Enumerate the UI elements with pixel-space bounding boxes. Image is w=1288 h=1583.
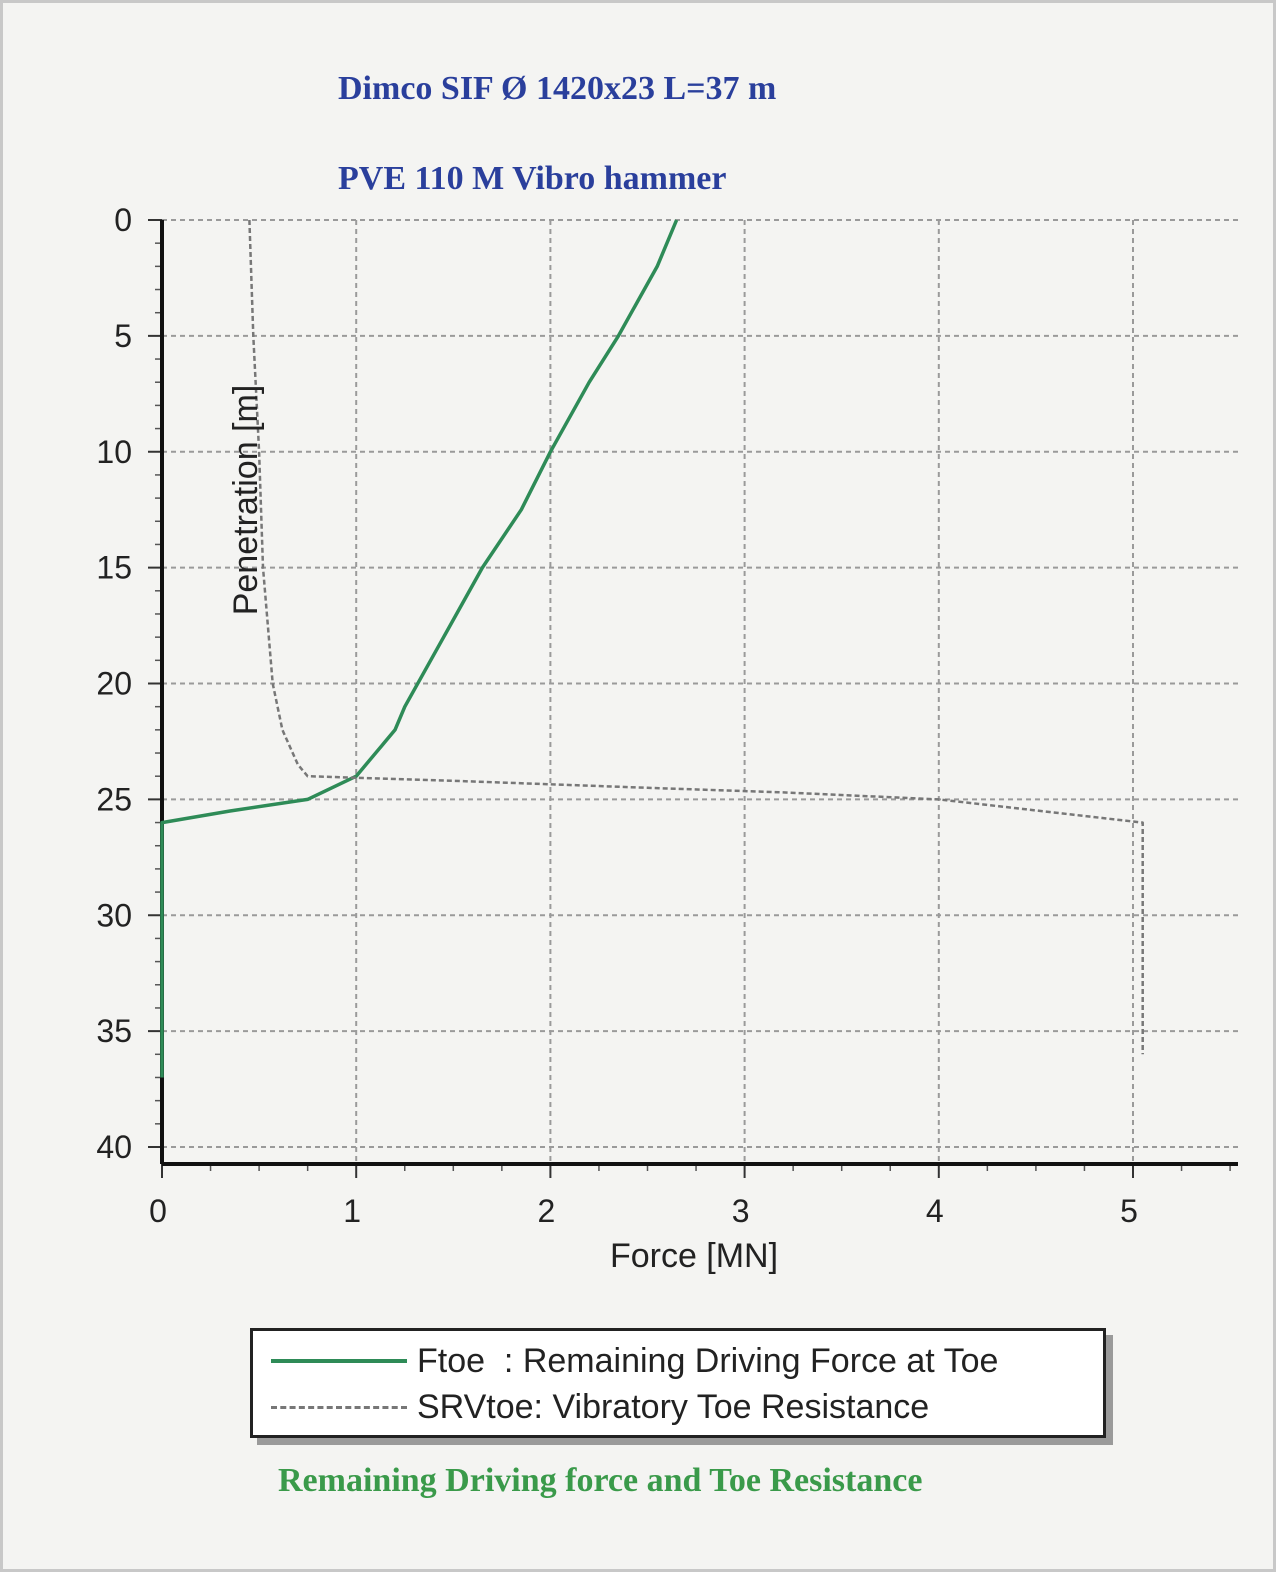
x-tick-label: 2 — [538, 1193, 556, 1229]
x-tick-label: 5 — [1120, 1193, 1138, 1229]
y-tick-label: 30 — [96, 897, 132, 933]
chart-subtitle: PVE 110 M Vibro hammer — [338, 160, 727, 197]
x-tick-label: 4 — [926, 1193, 944, 1229]
series-lines — [160, 219, 1144, 1078]
y-tick-label: 40 — [96, 1129, 132, 1165]
y-tick-label: 15 — [96, 550, 132, 586]
y-tick-label: 20 — [96, 666, 132, 702]
ftoe-line — [160, 219, 679, 1078]
legend: Ftoe : Remaining Driving Force at Toe SR… — [250, 1328, 1106, 1438]
chart-caption: Remaining Driving force and Toe Resistan… — [278, 1462, 923, 1499]
y-tick-label: 35 — [96, 1013, 132, 1049]
x-tick-label: 1 — [343, 1193, 361, 1229]
x-axis-label: Force [MN] — [610, 1237, 778, 1275]
y-tick-label: 25 — [96, 781, 132, 817]
axes — [160, 220, 1238, 1166]
x-tick-label: 3 — [732, 1193, 750, 1229]
axis-ticks — [148, 219, 1231, 1178]
legend-label-ftoe: Ftoe : Remaining Driving Force at Toe — [417, 1341, 999, 1380]
srvtoe-line — [248, 219, 1144, 1055]
x-tick-label: 0 — [149, 1193, 167, 1229]
y-tick-label: 5 — [114, 318, 132, 354]
grid-lines — [162, 219, 1238, 1164]
legend-label-srvtoe: SRVtoe: Vibratory Toe Resistance — [417, 1387, 930, 1426]
tick-labels: 0 5 10 15 20 25 30 35 40 0 1 2 3 4 5 — [96, 202, 1137, 1229]
legend-item-srvtoe: SRVtoe: Vibratory Toe Resistance — [271, 1387, 929, 1427]
y-tick-label: 10 — [96, 434, 132, 470]
legend-swatch-ftoe — [271, 1359, 407, 1363]
legend-item-ftoe: Ftoe : Remaining Driving Force at Toe — [271, 1341, 998, 1381]
y-axis-label: Penetration [m] — [227, 385, 265, 616]
chart-title: Dimco SIF Ø 1420x23 L=37 m — [338, 70, 777, 107]
y-tick-label: 0 — [114, 202, 132, 238]
legend-swatch-srvtoe — [271, 1405, 407, 1409]
